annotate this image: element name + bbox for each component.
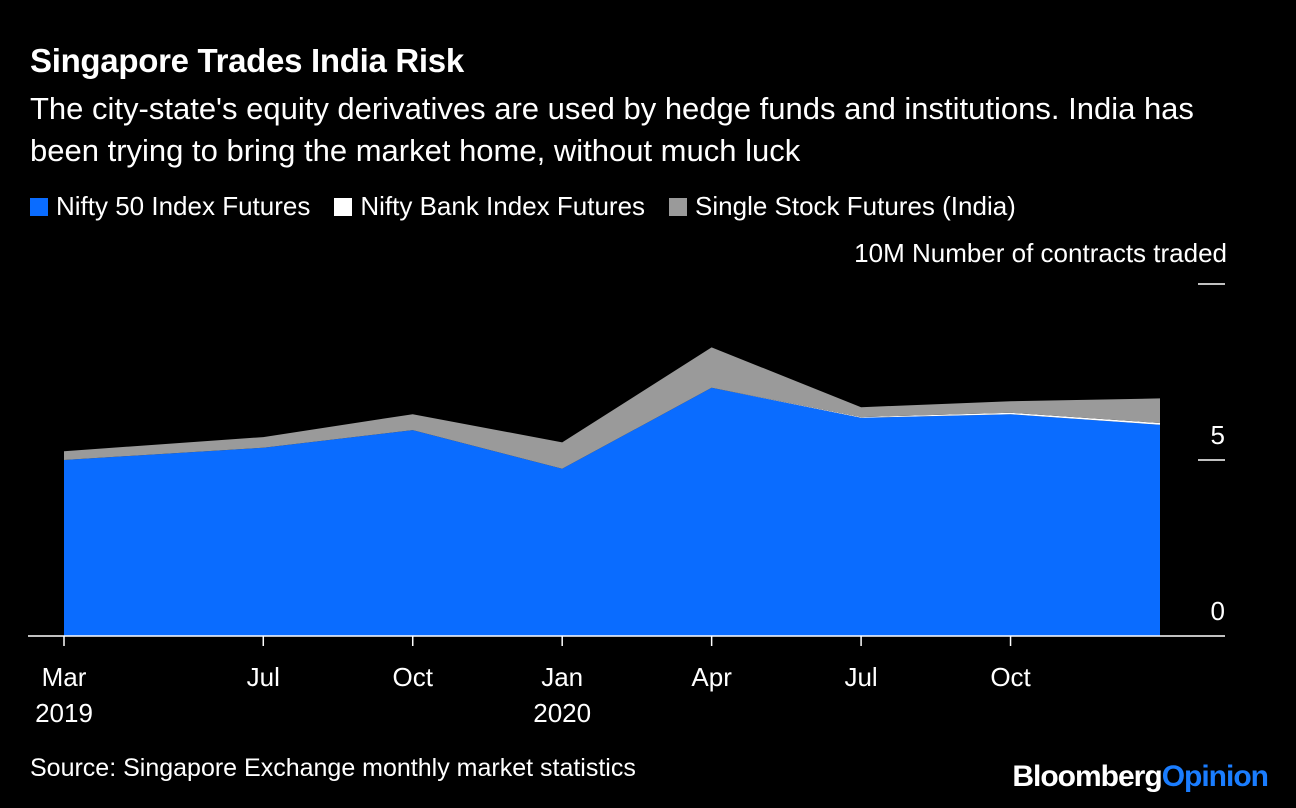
x-tick-label: Jul xyxy=(247,662,280,692)
source-note: Source: Singapore Exchange monthly marke… xyxy=(30,754,636,782)
area-singlestock xyxy=(64,347,1160,469)
x-tick-label: Apr xyxy=(691,662,732,692)
y-axis-unit-label: 10M Number of contracts traded xyxy=(854,238,1227,268)
legend-label-singlestock: Single Stock Futures (India) xyxy=(695,191,1016,221)
x-tick-year-label: 2019 xyxy=(35,698,93,728)
chart-subtitle: The city-state's equity derivatives are … xyxy=(30,91,1194,168)
area-nifty50 xyxy=(64,387,1160,636)
x-tick-label: Jan xyxy=(541,662,583,692)
x-tick-label: Oct xyxy=(990,662,1031,692)
legend-swatch-singlestock xyxy=(669,197,688,216)
brand-main: Bloomberg xyxy=(1012,760,1162,793)
legend: Nifty 50 Index Futures Nifty Bank Index … xyxy=(30,191,1040,222)
y-tick-label: 0 xyxy=(1211,596,1225,626)
legend-swatch-nifty50 xyxy=(30,197,48,216)
chart-title: Singapore Trades India Risk xyxy=(30,42,464,79)
x-tick-label: Mar xyxy=(42,662,87,692)
legend-swatch-niftybank xyxy=(334,197,353,216)
legend-item-singlestock: Single Stock Futures (India) xyxy=(669,191,1016,222)
x-tick-label: Jul xyxy=(844,662,877,692)
x-tick-year-label: 2020 xyxy=(533,698,591,728)
legend-label-niftybank: Nifty Bank Index Futures xyxy=(360,191,646,221)
legend-item-nifty50: Nifty 50 Index Futures xyxy=(30,191,310,222)
y-tick-label: 5 xyxy=(1211,420,1225,450)
legend-label-nifty50: Nifty 50 Index Futures xyxy=(56,191,311,221)
brand-accent: Opinion xyxy=(1161,760,1269,793)
legend-item-niftybank: Nifty Bank Index Futures xyxy=(334,191,645,222)
brand-logo: BloombergOpinion xyxy=(1012,760,1269,794)
x-tick-label: Oct xyxy=(393,662,434,692)
